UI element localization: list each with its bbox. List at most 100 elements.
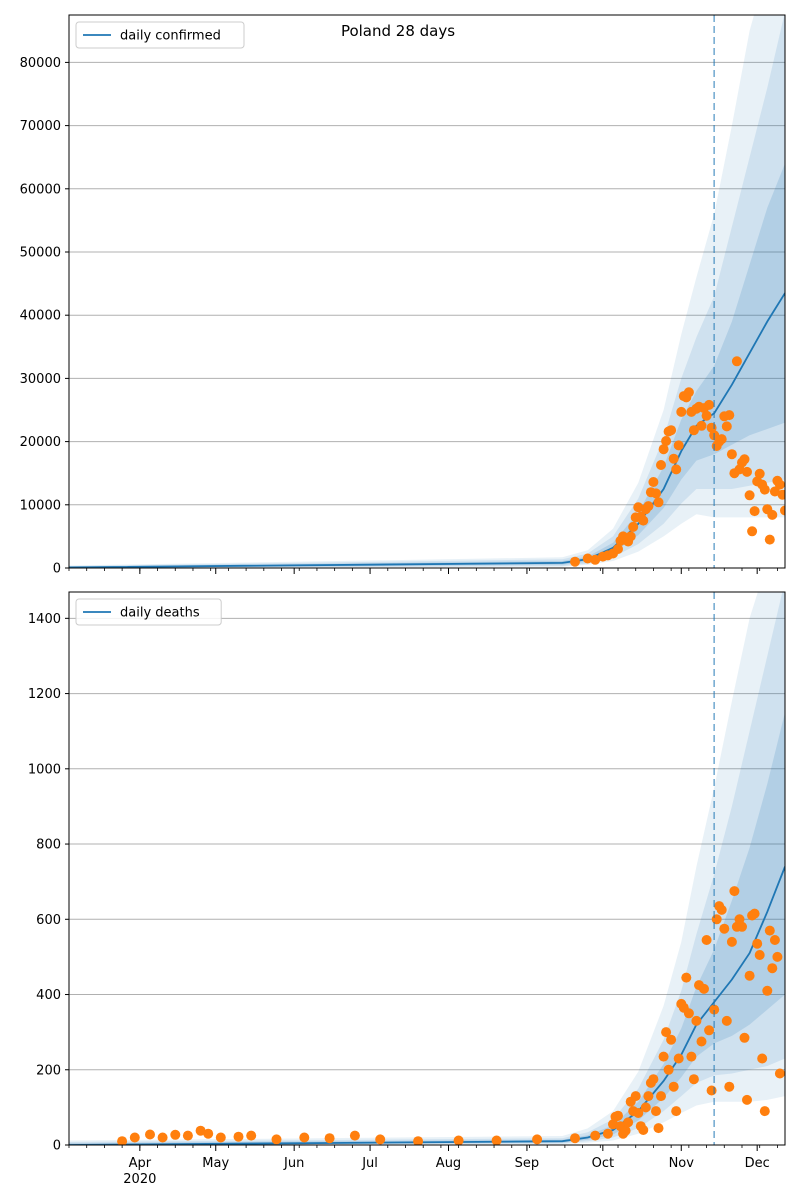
- x-tick-label: Oct: [592, 1156, 614, 1171]
- observed-point: [170, 1129, 181, 1140]
- observed-point: [726, 936, 737, 947]
- x-tick-label: 2020: [123, 1172, 156, 1187]
- axes-frame: [68, 591, 786, 1146]
- y-tick-label: 80000: [20, 56, 61, 71]
- observed-point: [721, 421, 732, 432]
- observed-point: [157, 1132, 168, 1143]
- uncertainty-band: [69, 712, 785, 1145]
- x-tick-label: Apr: [129, 1156, 152, 1171]
- observed-point: [640, 1102, 651, 1113]
- observed-point: [324, 1133, 335, 1144]
- observed-point: [724, 1081, 735, 1092]
- observed-point: [701, 410, 712, 421]
- legend-label: daily confirmed: [120, 29, 221, 44]
- x-tick-label: Dec: [745, 1156, 770, 1171]
- y-tick-label: 50000: [20, 246, 61, 261]
- x-tick-label: May: [202, 1156, 229, 1171]
- y-tick-label: 1000: [28, 762, 61, 777]
- observed-point: [299, 1132, 310, 1143]
- observed-point: [613, 544, 623, 554]
- y-tick-label: 200: [36, 1063, 61, 1078]
- observed-point: [491, 1135, 502, 1145]
- observed-point: [688, 1074, 699, 1085]
- observed-point: [656, 1091, 666, 1102]
- observed-point: [623, 1117, 634, 1128]
- observed-point: [701, 935, 712, 945]
- y-tick-label: 40000: [20, 309, 61, 324]
- chart-confirmed: 0 10000 20000 30000 40000 50000 60000 70000 8000…: [20, 14, 786, 577]
- observed-point: [671, 1106, 682, 1117]
- observed-point: [663, 1064, 674, 1075]
- x-tick-label: Sep: [515, 1156, 540, 1171]
- observed-point: [590, 1130, 601, 1141]
- observed-point: [182, 1130, 193, 1141]
- observed-point: [651, 1106, 661, 1117]
- y-tick-label: 60000: [20, 182, 61, 197]
- x-tick-label: Jul: [361, 1156, 378, 1171]
- observed-point: [706, 1085, 717, 1096]
- observed-point: [117, 1136, 128, 1145]
- observed-point: [638, 1125, 649, 1135]
- observed-point: [716, 904, 727, 915]
- observed-point: [661, 436, 672, 446]
- observed-point: [349, 1130, 360, 1141]
- legend: daily deaths: [75, 598, 222, 626]
- observed-point: [726, 449, 737, 460]
- observed-point: [582, 553, 593, 564]
- y-tick-label: 400: [36, 988, 61, 1003]
- observed-point: [413, 1136, 424, 1145]
- observed-point: [633, 502, 644, 513]
- observed-point: [648, 477, 659, 487]
- observed-point: [769, 486, 780, 497]
- observed-point: [215, 1132, 226, 1143]
- observed-point: [709, 1004, 720, 1015]
- observed-point: [683, 1008, 694, 1019]
- observed-point: [673, 1053, 684, 1064]
- y-tick-label: 30000: [20, 372, 61, 387]
- observed-point: [633, 1108, 644, 1118]
- observed-point: [764, 534, 775, 545]
- observed-point: [759, 1106, 770, 1117]
- observed-point: [671, 464, 682, 475]
- observed-point: [769, 935, 780, 945]
- observed-point: [658, 444, 669, 455]
- observed-point: [233, 1131, 244, 1142]
- observed-point: [688, 425, 699, 436]
- legend-label: daily deaths: [120, 606, 200, 621]
- observed-point: [628, 521, 639, 532]
- observed-point: [742, 466, 752, 477]
- observed-point: [704, 399, 715, 410]
- observed-point: [749, 908, 760, 919]
- observed-point: [719, 923, 730, 934]
- observed-point: [271, 1134, 282, 1145]
- y-tick-label: 600: [36, 913, 61, 928]
- observed-point: [683, 387, 694, 398]
- observed-point: [681, 972, 692, 983]
- y-tick-label: 10000: [20, 498, 61, 513]
- observed-point: [696, 1036, 707, 1047]
- observed-point: [656, 460, 666, 470]
- observed-point: [203, 1128, 214, 1139]
- observed-point: [744, 970, 755, 981]
- observed-point: [724, 410, 735, 421]
- observed-point: [570, 556, 580, 567]
- observed-point: [453, 1135, 464, 1145]
- legend-box: [75, 598, 222, 626]
- observed-point: [691, 1015, 702, 1026]
- observed-point: [774, 1068, 785, 1079]
- observed-point: [630, 1091, 641, 1102]
- observed-point: [754, 950, 765, 960]
- observed-point: [767, 963, 778, 974]
- observed-point: [638, 515, 649, 526]
- observed-point: [145, 1129, 155, 1140]
- x-tick-label: Nov: [669, 1156, 695, 1171]
- observed-point: [772, 951, 783, 962]
- observed-point: [731, 356, 742, 367]
- observed-point: [653, 1123, 664, 1134]
- y-tick-label: 0: [53, 562, 61, 577]
- observed-point: [613, 1110, 623, 1121]
- observed-point: [673, 440, 684, 451]
- observed-point: [754, 468, 765, 479]
- observed-point: [602, 1128, 613, 1139]
